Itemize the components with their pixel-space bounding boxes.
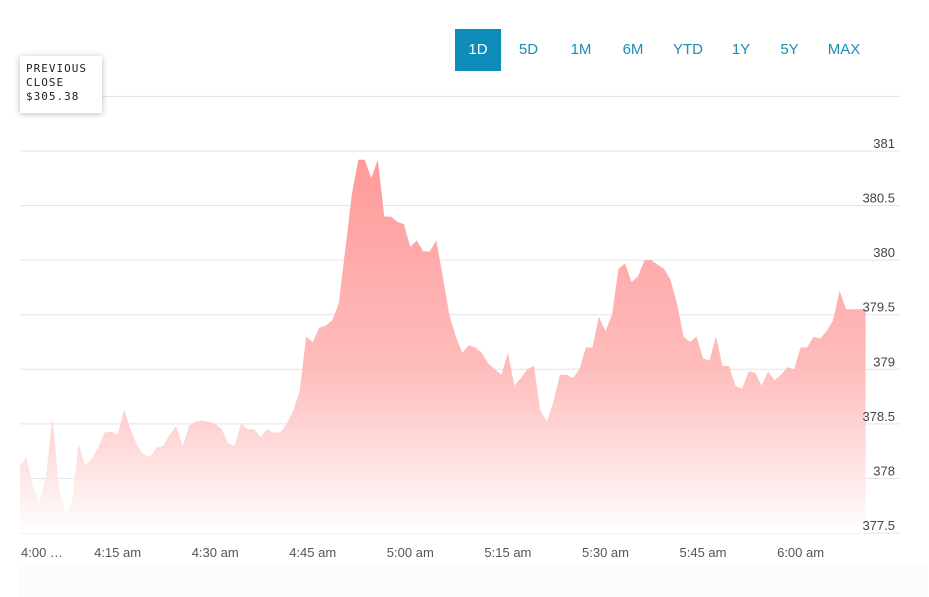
x-tick-label: 4:00 … [21, 545, 63, 560]
range-tab-5y[interactable]: 5Y [780, 41, 799, 58]
x-axis-labels: 4:00 … 4:15 am 4:30 am 4:45 am 5:00 am 5:15 a… [21, 545, 824, 560]
y-tick-label: 380 [873, 245, 895, 260]
y-tick-label: 377.5 [862, 518, 895, 533]
range-tab-1y[interactable]: 1Y [731, 41, 751, 58]
x-tick-label: 4:15 am [94, 545, 141, 560]
y-tick-label: 379 [873, 354, 895, 369]
x-tick-label: 4:30 am [192, 545, 239, 560]
price-area [20, 159, 866, 533]
x-tick-label: 5:30 am [582, 545, 629, 560]
x-tick-label: 5:00 am [387, 545, 434, 560]
price-area-fill [20, 159, 866, 533]
range-tab-ytd[interactable]: YTD [673, 41, 703, 58]
range-tab-1m[interactable]: 1M [570, 41, 592, 58]
range-tab-max[interactable]: MAX [827, 41, 861, 58]
y-tick-label: 380.5 [862, 191, 895, 206]
x-tick-label: 5:45 am [680, 545, 727, 560]
x-tick-label: 4:45 am [289, 545, 336, 560]
y-tick-label: 378.5 [862, 409, 895, 424]
range-tab-5d[interactable]: 5D [518, 41, 539, 58]
previous-close-value: $305.38 [26, 90, 80, 103]
x-tick-label: 6:00 am [777, 545, 824, 560]
x-tick-label: 5:15 am [484, 545, 531, 560]
y-tick-label: 379.5 [862, 300, 895, 315]
y-tick-label: 378 [873, 463, 895, 478]
y-axis-labels: 377.5 378 378.5 379 379.5 380 380.5 381 [862, 136, 895, 533]
range-tabs: 1D 5D 1M 6M YTD 1Y 5Y MAX [455, 29, 875, 71]
range-tab-6m[interactable]: 6M [622, 41, 644, 58]
range-tab-1d[interactable]: 1D [455, 29, 501, 71]
previous-close-badge: PREVIOUS CLOSE $305.38 [20, 56, 102, 113]
footer-band [18, 566, 928, 597]
previous-close-label: PREVIOUS CLOSE [26, 62, 87, 89]
y-tick-label: 381 [873, 136, 895, 151]
